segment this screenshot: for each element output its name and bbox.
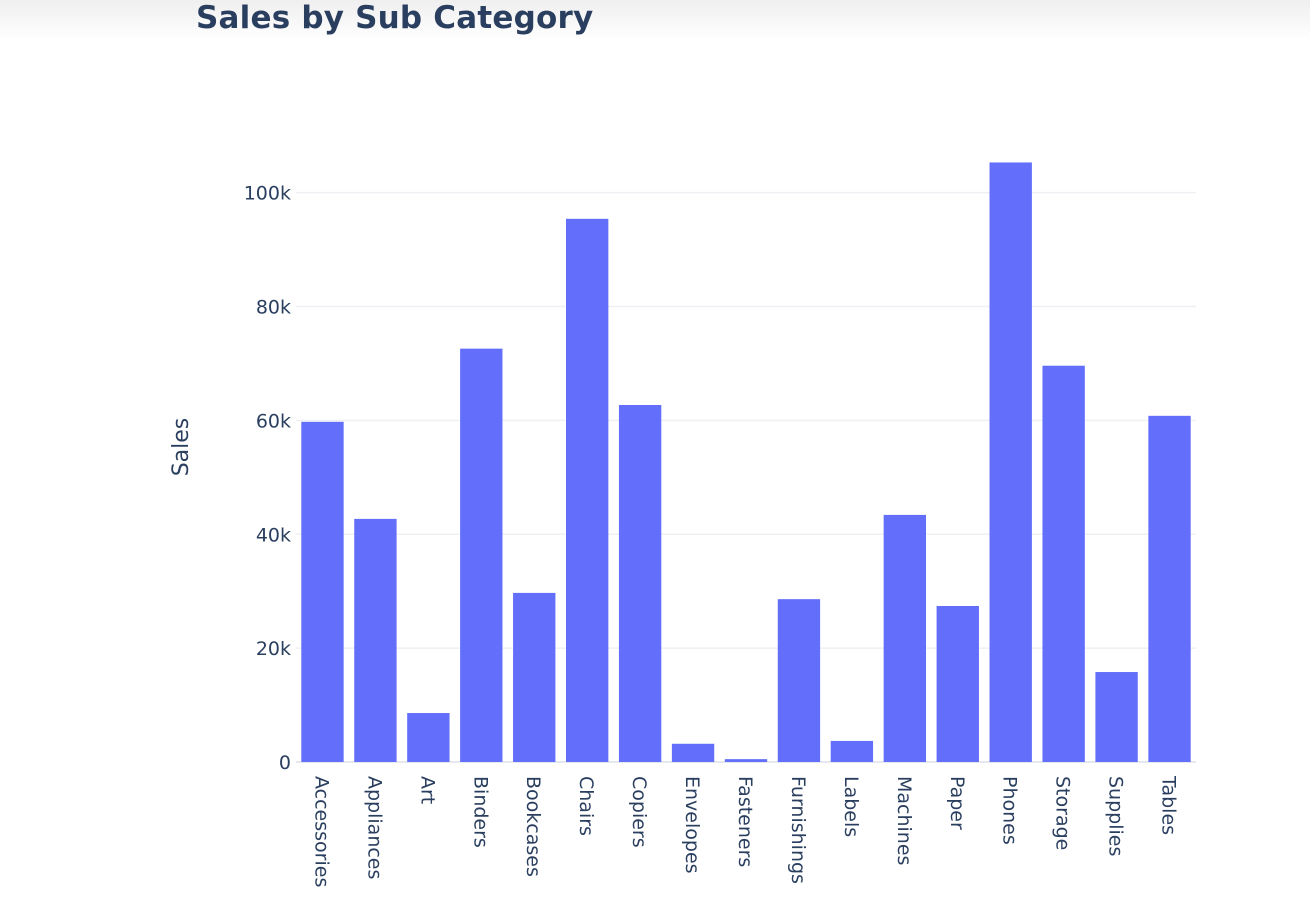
x-tick-label: Supplies xyxy=(1105,776,1127,856)
bar-chairs[interactable] xyxy=(566,218,609,762)
y-tick-label: 60k xyxy=(256,410,291,432)
x-tick-label: Machines xyxy=(893,776,915,865)
x-tick-label: Appliances xyxy=(363,776,385,879)
x-tick-label: Storage xyxy=(1052,776,1074,850)
x-tick-label: Copiers xyxy=(628,776,650,848)
y-axis-label: Sales xyxy=(169,418,194,477)
y-tick-label: 20k xyxy=(256,638,291,660)
y-tick-label: 80k xyxy=(256,297,291,319)
bar-tables[interactable] xyxy=(1148,415,1191,762)
bar-furnishings[interactable] xyxy=(777,599,821,762)
x-tick-label: Furnishings xyxy=(787,776,809,884)
x-tick-label: Paper xyxy=(946,776,968,830)
x-tick-label: Tables xyxy=(1158,775,1180,835)
bar-supplies[interactable] xyxy=(1095,672,1138,762)
x-tick-label: Labels xyxy=(840,776,862,837)
bar-fasteners[interactable] xyxy=(724,759,768,762)
x-tick-label: Bookcases xyxy=(522,776,544,877)
x-tick-label: Fasteners xyxy=(734,776,756,867)
x-tick-label: Chairs xyxy=(575,776,597,836)
x-tick-label: Accessories xyxy=(310,776,332,887)
x-tick-label: Phones xyxy=(999,776,1021,845)
bar-copiers[interactable] xyxy=(618,405,662,762)
bar-binders[interactable] xyxy=(460,348,503,762)
bar-labels[interactable] xyxy=(830,740,874,762)
bar-accessories[interactable] xyxy=(301,421,344,762)
x-tick-label: Envelopes xyxy=(681,776,703,874)
bar-bookcases[interactable] xyxy=(513,592,556,762)
y-tick-label: 40k xyxy=(256,524,291,546)
bar-envelopes[interactable] xyxy=(671,743,715,762)
y-tick-label: 0 xyxy=(279,752,291,774)
header-shade xyxy=(0,0,1310,40)
y-tick-label: 100k xyxy=(244,183,291,205)
chart-title: Sales by Sub Category xyxy=(196,0,594,36)
bar-appliances[interactable] xyxy=(354,518,397,762)
x-tick-label: Binders xyxy=(469,776,491,848)
bar-paper[interactable] xyxy=(936,605,979,762)
bar-storage[interactable] xyxy=(1042,365,1085,762)
x-tick-label: Art xyxy=(416,776,438,804)
bar-art[interactable] xyxy=(407,713,450,762)
bar-machines[interactable] xyxy=(883,514,926,762)
bar-phones[interactable] xyxy=(989,162,1032,763)
